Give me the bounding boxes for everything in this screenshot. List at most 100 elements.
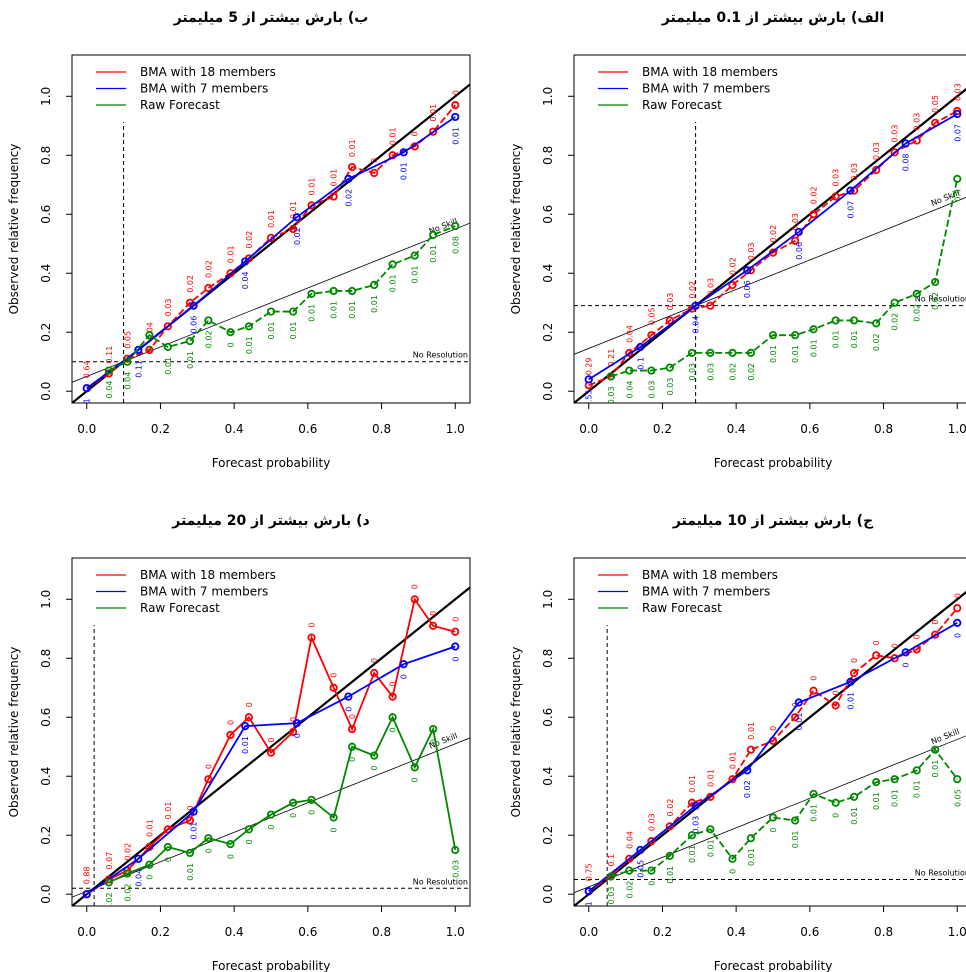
bin-annotation: 0 bbox=[267, 825, 276, 830]
bin-annotation: 0 bbox=[226, 854, 235, 859]
bin-annotation: 0.01 bbox=[791, 830, 800, 848]
bin-annotation: 0.01 bbox=[190, 822, 199, 840]
point bbox=[347, 286, 357, 296]
bin-annotation: 0 bbox=[370, 158, 379, 163]
bin-annotation: 0.03 bbox=[791, 213, 800, 231]
bin-annotation: 0.03 bbox=[164, 299, 173, 317]
legend-label: BMA with 18 members bbox=[642, 568, 778, 582]
x-axis-title: Forecast probability bbox=[212, 456, 331, 470]
bin-annotation: 0.02 bbox=[186, 275, 195, 293]
y-tick-label: 1.0 bbox=[39, 590, 53, 609]
point bbox=[292, 719, 301, 728]
bin-annotation: 0.02 bbox=[728, 363, 737, 381]
y-tick-label: 0.0 bbox=[39, 382, 53, 401]
bin-annotation: 0.01 bbox=[846, 692, 855, 710]
no-resolution-label: No Resolution bbox=[413, 351, 468, 360]
bin-annotation: 0 bbox=[850, 658, 859, 663]
bin-annotation: 0.01 bbox=[795, 713, 804, 731]
point bbox=[241, 257, 250, 266]
bin-annotation: 0.01 bbox=[810, 339, 819, 357]
point bbox=[226, 328, 235, 337]
bin-annotation: 0.01 bbox=[891, 789, 900, 807]
bin-annotation: 0 bbox=[832, 813, 841, 818]
bin-annotation: 0.01 bbox=[164, 357, 173, 375]
legend-label: BMA with 18 members bbox=[140, 568, 276, 582]
x-tick-label: 0.0 bbox=[77, 422, 96, 436]
bin-annotation: 0.01 bbox=[666, 866, 675, 884]
point bbox=[606, 872, 615, 881]
bin-annotation: 0.01 bbox=[226, 245, 235, 263]
point bbox=[846, 677, 855, 686]
bin-annotation: 0.05 bbox=[953, 789, 962, 807]
point bbox=[687, 831, 697, 840]
point bbox=[665, 851, 674, 860]
bin-annotation: 0.03 bbox=[647, 381, 656, 399]
point bbox=[289, 307, 298, 316]
point bbox=[266, 307, 276, 316]
bin-annotation: 0.01 bbox=[186, 863, 195, 881]
point bbox=[872, 319, 881, 328]
point bbox=[344, 692, 353, 701]
point bbox=[872, 651, 881, 660]
bin-annotation: 0.05 bbox=[123, 331, 132, 349]
bin-annotation: 0.03 bbox=[747, 242, 756, 260]
bin-annotation: 0 bbox=[451, 617, 460, 622]
series-line bbox=[610, 178, 959, 378]
point bbox=[145, 331, 154, 340]
bin-annotation: 0.06 bbox=[743, 280, 752, 298]
point bbox=[831, 316, 840, 325]
y-tick-label: 1.0 bbox=[541, 590, 555, 609]
point bbox=[289, 224, 298, 234]
series-line bbox=[588, 622, 958, 892]
series-line bbox=[86, 597, 456, 895]
legend-label: BMA with 7 members bbox=[642, 82, 770, 96]
bin-annotation: 0 bbox=[902, 662, 911, 667]
bin-annotation: 0 bbox=[330, 673, 339, 678]
point bbox=[185, 336, 195, 346]
point bbox=[244, 825, 253, 834]
bin-annotation: 0.04 bbox=[105, 381, 114, 399]
point bbox=[665, 316, 674, 325]
point bbox=[266, 748, 276, 757]
x-tick-label: 0.4 bbox=[225, 925, 244, 939]
y-axis-title: Observed relative frequency bbox=[509, 647, 523, 818]
x-tick-label: 0.2 bbox=[151, 925, 170, 939]
point bbox=[134, 345, 143, 355]
bin-annotation: 0 bbox=[186, 805, 195, 810]
point bbox=[953, 109, 962, 119]
series-line bbox=[108, 715, 457, 884]
bin-annotation: 1 bbox=[83, 398, 92, 403]
point bbox=[429, 724, 438, 734]
bin-annotation: 0 bbox=[810, 676, 819, 681]
bin-annotation: 0.01 bbox=[289, 322, 298, 340]
bin-annotation: 0.01 bbox=[429, 245, 438, 263]
point bbox=[768, 813, 778, 822]
point bbox=[953, 775, 962, 784]
bin-annotation: 0.75 bbox=[585, 863, 594, 881]
no-skill-label: No Skill bbox=[930, 727, 961, 746]
no-resolution-label: No Resolution bbox=[915, 295, 966, 304]
point bbox=[743, 766, 752, 775]
bin-annotation: 0.06 bbox=[190, 316, 199, 334]
point bbox=[145, 345, 154, 355]
bin-annotation: 0.01 bbox=[850, 807, 859, 825]
bin-annotation: 0 bbox=[728, 869, 737, 874]
chart-title: د) بارش بیشتر از 20 میلیمتر bbox=[171, 513, 369, 529]
no-skill-line bbox=[574, 735, 966, 894]
point bbox=[809, 210, 818, 219]
plot-frame bbox=[71, 557, 471, 907]
plot-frame bbox=[573, 557, 966, 907]
point bbox=[794, 698, 803, 707]
y-tick-label: 0.2 bbox=[541, 323, 555, 342]
point bbox=[451, 642, 460, 651]
bin-annotation: 0 bbox=[769, 726, 778, 731]
point bbox=[307, 289, 316, 298]
bin-annotation: 0 bbox=[226, 342, 235, 347]
x-tick-label: 0.6 bbox=[800, 925, 819, 939]
x-tick-label: 0.4 bbox=[727, 925, 746, 939]
chart-title: ب) بارش بیشتر از 5 میلیمتر bbox=[173, 10, 369, 26]
bin-annotation: 0.02 bbox=[891, 313, 900, 331]
plot-frame bbox=[573, 54, 966, 404]
bin-annotation: 0 bbox=[411, 777, 420, 782]
